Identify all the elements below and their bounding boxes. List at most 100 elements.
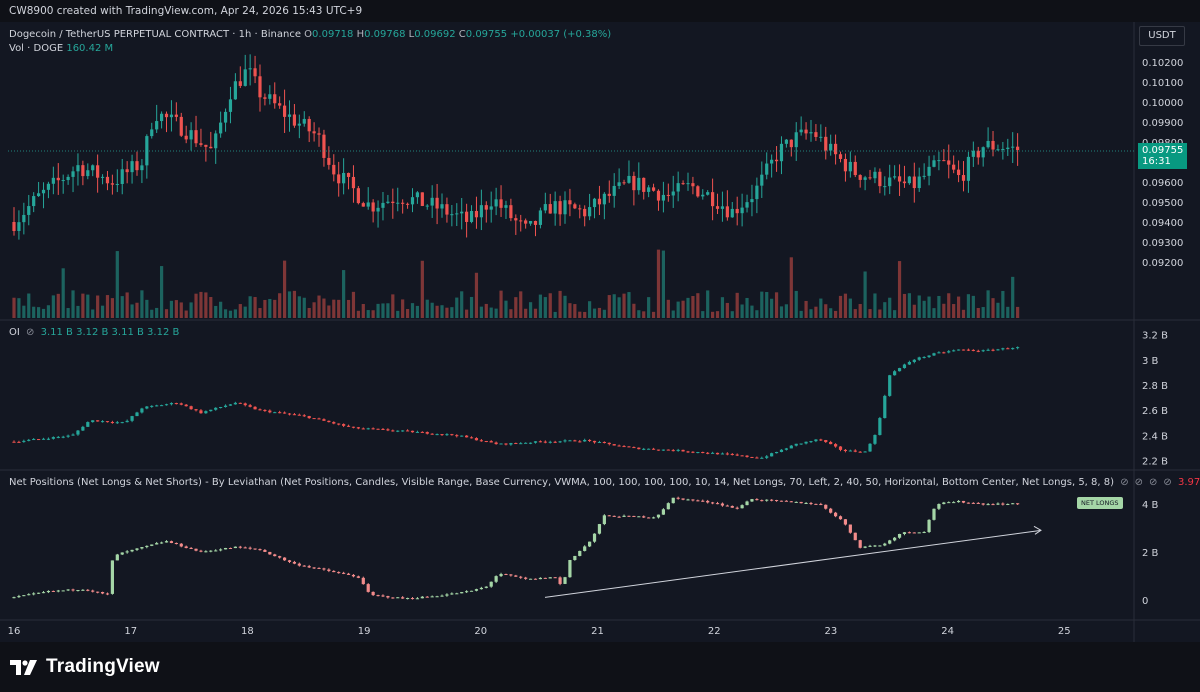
volume-bar	[794, 290, 798, 318]
price-candle	[199, 143, 203, 145]
oi-candle	[81, 426, 85, 431]
np-candle	[258, 549, 262, 551]
price-candle	[568, 200, 572, 205]
price-candle	[105, 176, 110, 184]
volume-bar	[701, 311, 705, 318]
price-candle	[86, 170, 90, 177]
volume-bar	[696, 293, 700, 318]
np-candle	[568, 560, 572, 578]
volume-bar	[253, 297, 257, 318]
np-candle	[533, 578, 538, 580]
np-candle	[263, 549, 267, 552]
np-candle	[228, 547, 233, 549]
oi-candle	[204, 411, 208, 414]
oi-candle	[528, 442, 533, 444]
volume-bar	[484, 303, 488, 318]
np-candle	[361, 577, 365, 585]
chart-area[interactable]: 0.102000.101000.100000.099000.098000.096…	[0, 22, 1200, 642]
np-candle	[583, 546, 587, 551]
price-candle	[661, 194, 666, 201]
np-candle	[770, 499, 774, 501]
currency-selector[interactable]: USDT	[1139, 26, 1185, 46]
np-candle	[346, 573, 351, 575]
volume-bar	[686, 297, 690, 318]
volume-bar	[474, 272, 479, 318]
oi-candle	[829, 441, 833, 445]
volume-bar	[730, 311, 734, 318]
visibility-icon[interactable]: ⊘	[26, 327, 35, 338]
oi-candle	[907, 361, 911, 365]
volume-bar	[1011, 276, 1015, 318]
volume-bar	[27, 293, 31, 318]
visibility-icon[interactable]: ⊘	[1149, 477, 1158, 488]
oi-candle	[278, 412, 282, 414]
np-candle	[932, 508, 936, 520]
oi-candle	[878, 418, 882, 435]
np-candle	[366, 584, 370, 592]
volume-bar	[86, 294, 90, 318]
volume-bar	[770, 298, 774, 318]
np-candle	[130, 549, 134, 552]
oi-candle	[597, 441, 602, 443]
price-candle	[243, 69, 247, 86]
np-candle	[647, 517, 651, 519]
visibility-icon[interactable]: ⊘	[1120, 477, 1129, 488]
oi-candle	[489, 441, 493, 443]
np-candle	[750, 499, 754, 502]
volume-bar	[784, 304, 788, 318]
price-candle	[947, 160, 951, 165]
visibility-icon[interactable]: ⊘	[1163, 477, 1172, 488]
np-candle	[17, 596, 21, 598]
np-candle	[833, 512, 838, 517]
price-candle	[553, 201, 557, 214]
price-candle	[410, 197, 415, 205]
oi-candle	[317, 418, 321, 420]
chart-canvas[interactable]: 0.102000.101000.100000.099000.098000.096…	[0, 22, 1200, 642]
volume-bar	[740, 304, 744, 318]
oi-candle	[376, 428, 380, 430]
volume-bar	[81, 293, 85, 318]
open-value: 0.09718	[312, 29, 354, 40]
volume-bar	[548, 293, 552, 318]
np-candle	[425, 596, 429, 598]
price-candle	[12, 222, 16, 231]
np-candle	[66, 589, 70, 591]
price-badge-value: 0.09755	[1142, 145, 1184, 156]
volume-bar	[135, 302, 139, 318]
price-candle	[617, 182, 621, 186]
oi-candle	[100, 421, 105, 423]
volume-bar	[725, 302, 729, 318]
np-candle	[588, 541, 592, 547]
price-candle	[651, 187, 656, 191]
visibility-icon[interactable]: ⊘	[1134, 477, 1143, 488]
np-candle	[100, 592, 105, 594]
np-candle	[691, 499, 695, 501]
price-candle	[1016, 146, 1020, 150]
oi-candle	[725, 453, 729, 455]
price-candle	[61, 180, 65, 182]
oi-candle	[342, 424, 346, 426]
volume-bar	[145, 299, 149, 318]
volume-bar	[858, 304, 862, 318]
np-candle	[956, 500, 961, 503]
oi-candle	[607, 442, 611, 445]
volume-bar	[297, 296, 301, 318]
price-candle	[583, 208, 587, 217]
tradingview-logo[interactable]: TradingView	[10, 656, 160, 678]
oi-candle	[228, 404, 233, 406]
volume-bar	[356, 310, 360, 318]
oi-candle	[784, 448, 788, 450]
volume-bar	[228, 310, 233, 318]
np-candle	[897, 534, 902, 538]
oi-candle	[253, 406, 257, 410]
price-candle	[514, 218, 518, 221]
oi-candle	[219, 407, 223, 409]
oi-candle	[543, 441, 547, 443]
volume-bar	[691, 296, 695, 318]
price-candle	[120, 169, 124, 184]
np-candle	[701, 500, 705, 502]
oi-candle	[809, 441, 813, 443]
price-candle	[833, 143, 838, 155]
oi-candle	[189, 406, 193, 410]
price-candle	[450, 214, 454, 216]
